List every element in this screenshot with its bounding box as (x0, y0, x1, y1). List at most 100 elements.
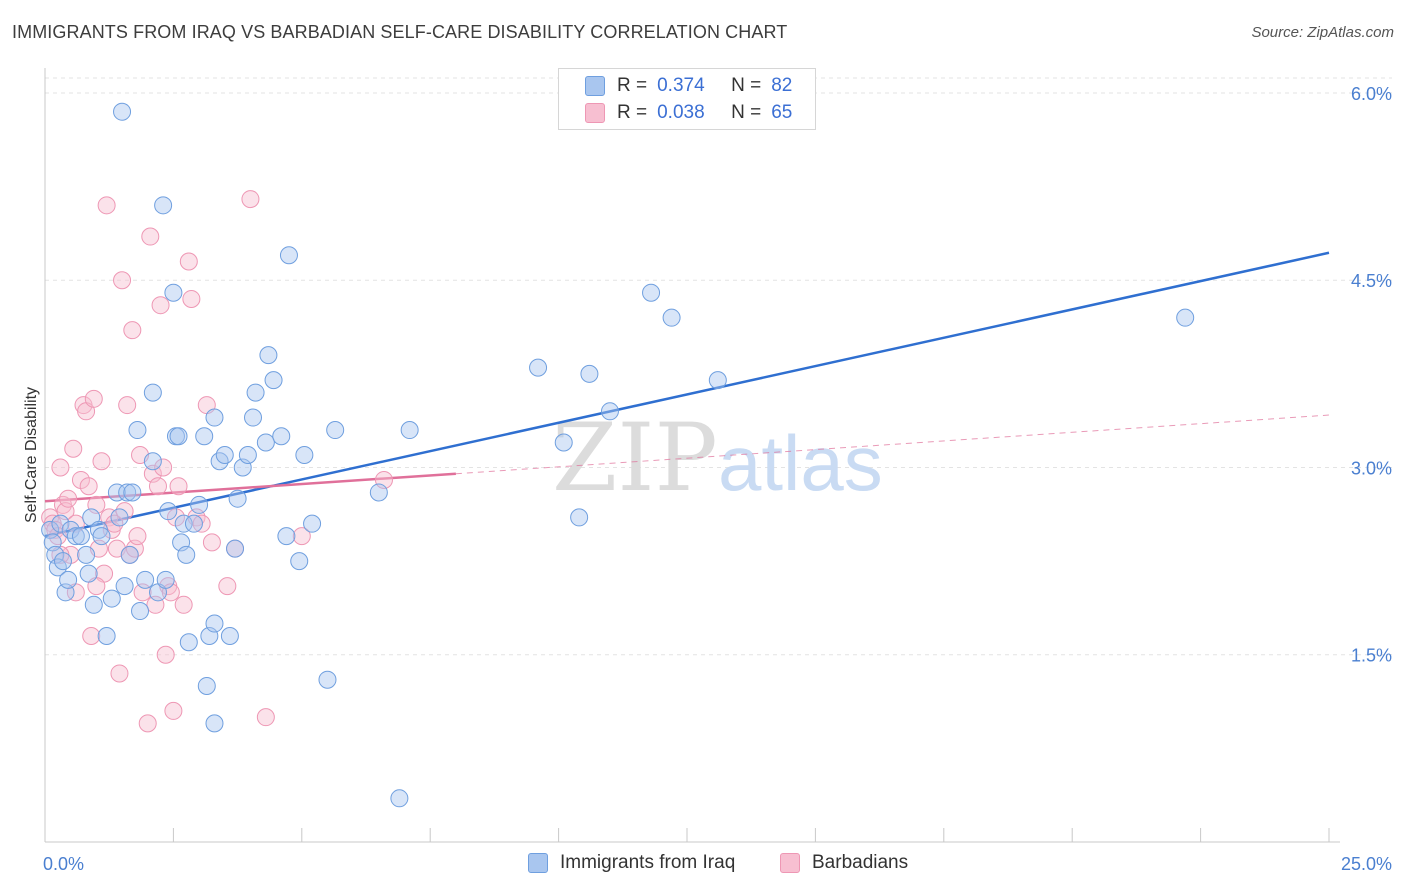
barbadians-point (138, 714, 157, 733)
iraq-points (41, 102, 1195, 808)
watermark-zip: ZIP (552, 404, 718, 513)
barbadians-point (256, 708, 275, 727)
iraq-point (84, 595, 103, 614)
iraq-point (215, 446, 234, 464)
iraq-point (272, 427, 291, 446)
iraq-point (169, 427, 188, 446)
barbadians-point (51, 458, 70, 477)
grid-lines (45, 77, 1392, 656)
iraq-point (318, 670, 337, 689)
iraq-point (66, 527, 85, 546)
legend-swatch-barbadians (585, 103, 605, 123)
iraq-point (123, 483, 142, 502)
barbadians-point (141, 227, 160, 246)
legend-label-barbadians: Barbadians (812, 852, 909, 873)
y-axis-label: Self-Care Disability (23, 387, 40, 523)
barbadians-point (128, 527, 147, 546)
legend-n-value: 82 (771, 75, 793, 96)
y-tick-label: 4.5% (1351, 271, 1392, 291)
iraq-point (259, 346, 278, 365)
barbadians-point (113, 271, 132, 290)
barbadians-point (164, 701, 183, 720)
iraq-point (159, 502, 178, 521)
y-tick-label: 6.0% (1351, 84, 1392, 104)
iraq-point (92, 527, 111, 546)
iraq-point (143, 452, 162, 471)
x-tick-label: 25.0% (1341, 854, 1392, 874)
barbadians-point (118, 396, 137, 415)
barbadians-point (292, 527, 311, 546)
axes (44, 68, 1340, 843)
legend-r-label: R = (617, 102, 648, 123)
chart-title: IMMIGRANTS FROM IRAQ VS BARBADIAN SELF-C… (12, 22, 788, 42)
iraq-point (1176, 308, 1195, 327)
iraq-point (529, 358, 548, 377)
iraq-point (143, 383, 162, 402)
iraq-point (197, 676, 216, 695)
iraq-point (642, 283, 661, 302)
barbadians-trendline (44, 472, 456, 503)
iraq-point (71, 527, 90, 546)
series-legend: Immigrants from Iraq Barbadians (0, 852, 1406, 878)
y-tick-label: 1.5% (1351, 646, 1392, 666)
iraq-point (128, 421, 147, 440)
barbadians-point (174, 595, 193, 614)
legend-r-value: 0.038 (657, 102, 705, 123)
iraq-point (97, 627, 116, 646)
y-tick-labels: 1.5% 3.0% 4.5% 6.0% (1351, 84, 1392, 666)
x-tick-labels: 0.0% 25.0% (43, 854, 1392, 874)
legend-r-label: R = (617, 75, 648, 96)
iraq-point (120, 545, 139, 564)
barbadians-trendline-extension (455, 414, 1330, 475)
iraq-point (369, 483, 388, 502)
iraq-point (174, 514, 193, 533)
barbadians-point (92, 452, 111, 471)
iraq-point (390, 789, 409, 808)
iraq-point (205, 714, 224, 733)
iraq-point (107, 483, 126, 502)
source-label: Source: ZipAtlas.com (1251, 24, 1394, 41)
barbadians-point (202, 533, 221, 552)
iraq-point (264, 371, 283, 390)
iraq-point (244, 408, 263, 427)
barbadians-point (59, 489, 78, 508)
iraq-point (179, 633, 198, 652)
barbadians-point (169, 477, 188, 496)
barbadians-point (123, 321, 142, 340)
legend-row-iraq: R = 0.374 N = 82 (585, 73, 792, 99)
iraq-point (400, 421, 419, 440)
barbadians-point (84, 389, 103, 408)
iraq-point (110, 508, 129, 527)
iraq-point (118, 483, 137, 502)
iraq-point (238, 446, 257, 464)
iraq-point (164, 283, 183, 302)
iraq-point (246, 383, 265, 402)
legend-label-iraq: Immigrants from Iraq (560, 852, 736, 873)
legend-n-label: N = (731, 102, 762, 123)
iraq-point (156, 570, 175, 589)
barbadians-point (79, 477, 98, 496)
barbadians-point (110, 664, 129, 683)
iraq-trendline (44, 251, 1330, 538)
iraq-point (115, 577, 134, 596)
barbadians-point (192, 514, 211, 533)
barbadians-point (148, 477, 167, 496)
watermark-atlas: atlas (718, 419, 883, 507)
iraq-point (53, 552, 72, 571)
barbadians-point (156, 645, 175, 664)
barbadians-point (151, 296, 170, 315)
legend-swatch-barbadians (780, 853, 800, 873)
iraq-point (226, 539, 245, 558)
barbadians-point (182, 289, 201, 308)
barbadians-point (241, 190, 260, 209)
iraq-point (554, 433, 573, 452)
iraq-point (59, 570, 78, 589)
iraq-point (600, 402, 619, 421)
iraq-point (77, 545, 96, 564)
iraq-point (326, 421, 345, 440)
iraq-point (708, 371, 727, 390)
iraq-point (290, 552, 309, 571)
x-tick-label: 0.0% (43, 854, 84, 874)
iraq-point (205, 614, 224, 633)
